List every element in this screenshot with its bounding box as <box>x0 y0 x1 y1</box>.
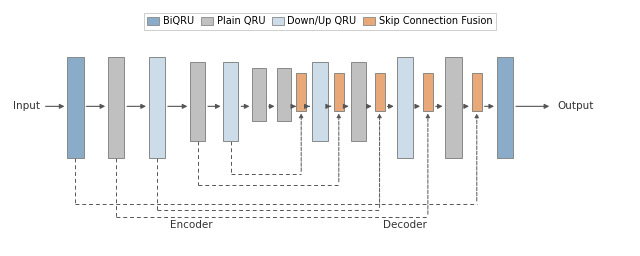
FancyBboxPatch shape <box>223 62 239 141</box>
Text: Input: Input <box>13 101 40 111</box>
FancyBboxPatch shape <box>497 57 513 158</box>
FancyBboxPatch shape <box>296 73 306 111</box>
Legend: BiQRU, Plain QRU, Down/Up QRU, Skip Connection Fusion: BiQRU, Plain QRU, Down/Up QRU, Skip Conn… <box>143 13 497 30</box>
Text: Decoder: Decoder <box>383 220 427 230</box>
FancyBboxPatch shape <box>108 57 124 158</box>
Text: Output: Output <box>557 101 593 111</box>
FancyBboxPatch shape <box>312 62 328 141</box>
FancyBboxPatch shape <box>423 73 433 111</box>
FancyBboxPatch shape <box>472 73 482 111</box>
FancyBboxPatch shape <box>277 68 291 121</box>
Text: Encoder: Encoder <box>170 220 212 230</box>
FancyBboxPatch shape <box>67 57 84 158</box>
FancyBboxPatch shape <box>351 62 367 141</box>
FancyBboxPatch shape <box>445 57 461 158</box>
FancyBboxPatch shape <box>252 68 266 121</box>
FancyBboxPatch shape <box>397 57 413 158</box>
FancyBboxPatch shape <box>190 62 205 141</box>
FancyBboxPatch shape <box>334 73 344 111</box>
FancyBboxPatch shape <box>374 73 385 111</box>
FancyBboxPatch shape <box>148 57 165 158</box>
